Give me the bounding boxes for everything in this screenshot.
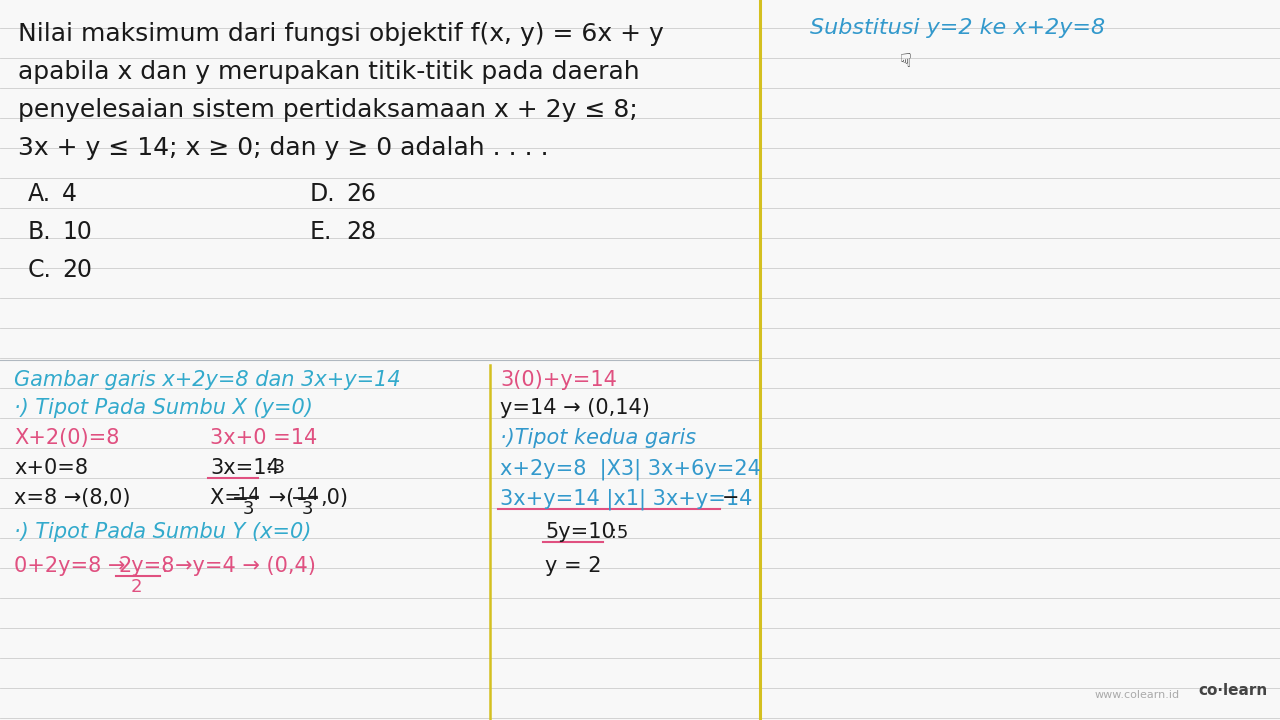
Text: :5: :5: [605, 524, 628, 542]
Text: Nilai maksimum dari fungsi objektif f(x, y) = 6x + y: Nilai maksimum dari fungsi objektif f(x,…: [18, 22, 664, 46]
Text: x=8 →(8,0): x=8 →(8,0): [14, 488, 131, 508]
Text: −: −: [722, 488, 740, 508]
Text: →y=4 → (0,4): →y=4 → (0,4): [175, 556, 316, 576]
Text: :3: :3: [260, 458, 285, 477]
Text: :: :: [163, 558, 168, 576]
Text: E.: E.: [310, 220, 333, 244]
Text: ·) Tipot Pada Sumbu X (y=0): ·) Tipot Pada Sumbu X (y=0): [14, 398, 312, 418]
Text: ·)Tipot kedua garis: ·)Tipot kedua garis: [500, 428, 696, 448]
Text: →(: →(: [262, 488, 294, 508]
Text: ☟: ☟: [900, 52, 911, 71]
Text: 3: 3: [302, 500, 314, 518]
Text: ,0): ,0): [320, 488, 348, 508]
Text: 14: 14: [237, 486, 260, 504]
Text: X+2(0)=8: X+2(0)=8: [14, 428, 119, 448]
Text: 20: 20: [61, 258, 92, 282]
Text: 26: 26: [346, 182, 376, 206]
Text: A.: A.: [28, 182, 51, 206]
Text: 2y=8: 2y=8: [118, 556, 174, 576]
Text: 3x=14: 3x=14: [210, 458, 280, 478]
Text: 5y=10: 5y=10: [545, 522, 614, 542]
Text: X=: X=: [210, 488, 248, 508]
Text: 3x+y=14 |x1| 3x+y=14: 3x+y=14 |x1| 3x+y=14: [500, 488, 753, 510]
Text: 28: 28: [346, 220, 376, 244]
Text: penyelesaian sistem pertidaksamaan x + 2y ≤ 8;: penyelesaian sistem pertidaksamaan x + 2…: [18, 98, 637, 122]
Text: 3x + y ≤ 14; x ≥ 0; dan y ≥ 0 adalah . . . .: 3x + y ≤ 14; x ≥ 0; dan y ≥ 0 adalah . .…: [18, 136, 549, 160]
Text: D.: D.: [310, 182, 335, 206]
Text: apabila x dan y merupakan titik-titik pada daerah: apabila x dan y merupakan titik-titik pa…: [18, 60, 640, 84]
Text: Gambar garis x+2y=8 dan 3x+y=14: Gambar garis x+2y=8 dan 3x+y=14: [14, 370, 401, 390]
Text: 0+2y=8 →: 0+2y=8 →: [14, 556, 125, 576]
Text: C.: C.: [28, 258, 52, 282]
Text: 4: 4: [61, 182, 77, 206]
Text: y = 2: y = 2: [545, 556, 602, 576]
Text: 14: 14: [296, 486, 319, 504]
Text: x+2y=8  |X3| 3x+6y=24: x+2y=8 |X3| 3x+6y=24: [500, 458, 760, 480]
Text: Substitusi y=2 ke x+2y=8: Substitusi y=2 ke x+2y=8: [810, 18, 1105, 38]
Text: co·learn: co·learn: [1198, 683, 1267, 698]
Text: 3(0)+y=14: 3(0)+y=14: [500, 370, 617, 390]
Text: 2: 2: [131, 578, 142, 596]
Text: 3: 3: [243, 500, 255, 518]
Text: 10: 10: [61, 220, 92, 244]
Text: x+0=8: x+0=8: [14, 458, 88, 478]
Text: ·) Tipot Pada Sumbu Y (x=0): ·) Tipot Pada Sumbu Y (x=0): [14, 522, 311, 542]
Text: www.colearn.id: www.colearn.id: [1094, 690, 1180, 700]
Text: y=14 → (0,14): y=14 → (0,14): [500, 398, 650, 418]
Text: B.: B.: [28, 220, 51, 244]
Text: 3x+0 =14: 3x+0 =14: [210, 428, 317, 448]
